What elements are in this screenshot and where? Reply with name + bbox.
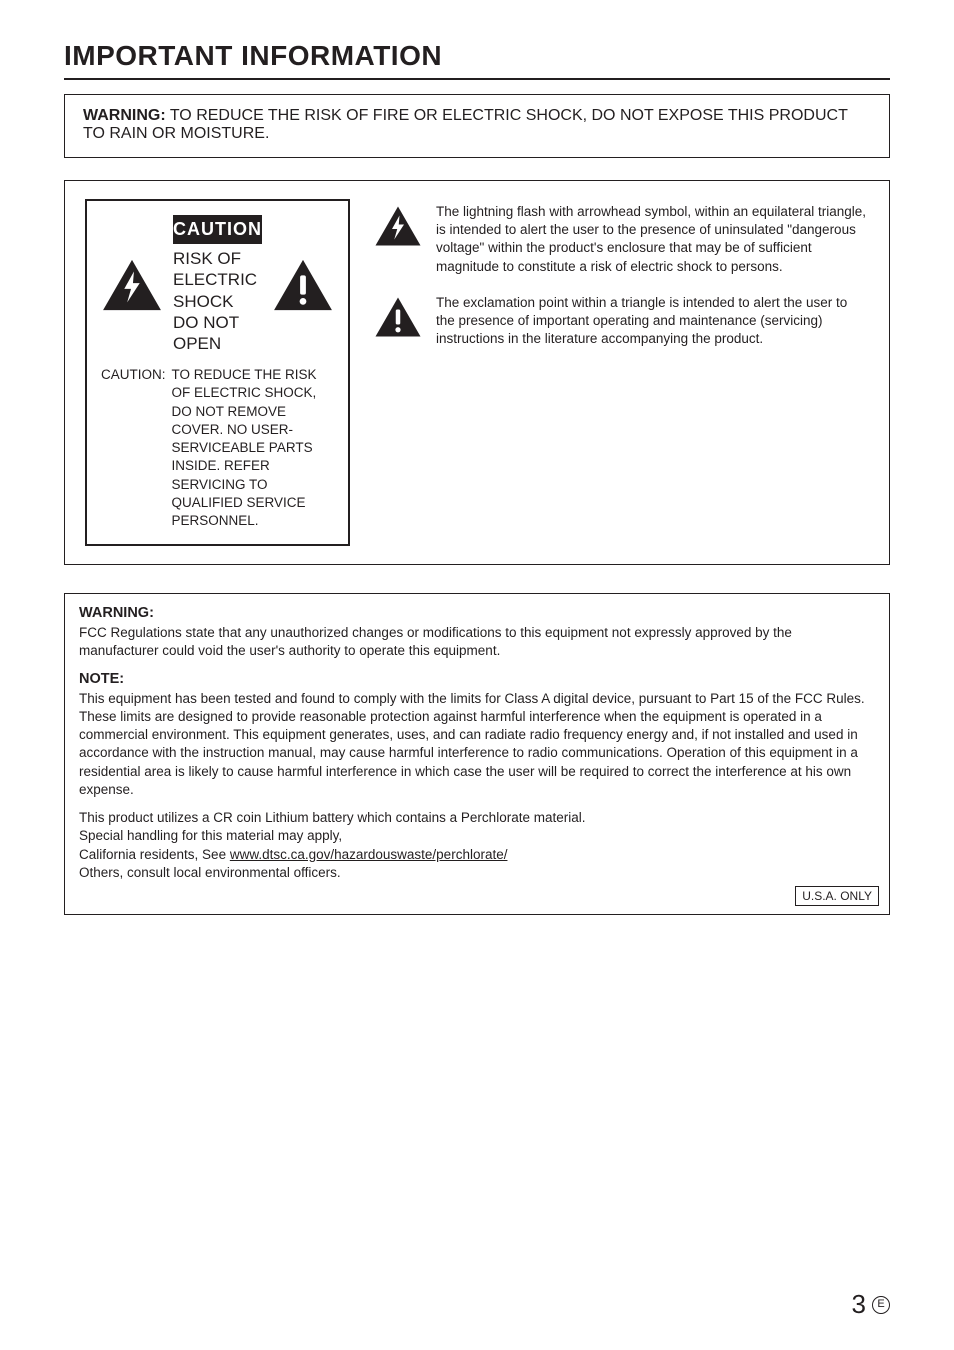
caution-row: CAUTION RISK OF ELECTRIC SHOCK DO NOT OP…: [85, 199, 869, 546]
title-rule: [64, 78, 890, 80]
usa-only-badge: U.S.A. ONLY: [795, 886, 879, 906]
caution-outer-box: CAUTION RISK OF ELECTRIC SHOCK DO NOT OP…: [64, 180, 890, 565]
caution-panel: CAUTION RISK OF ELECTRIC SHOCK DO NOT OP…: [85, 199, 350, 546]
lightning-triangle-icon: [374, 205, 422, 247]
page-number: 3: [852, 1289, 866, 1320]
perchlorate-line-4: Others, consult local environmental offi…: [79, 865, 341, 880]
fcc-warning-label: WARNING:: [79, 605, 154, 621]
caution-top: CAUTION RISK OF ELECTRIC SHOCK DO NOT OP…: [101, 215, 334, 354]
exclaim-description-row: The exclamation point within a triangle …: [374, 294, 869, 349]
perchlorate-line-3-prefix: California residents, See: [79, 847, 230, 862]
warning-label: WARNING:: [83, 107, 166, 124]
page: IMPORTANT INFORMATION WARNING: TO REDUCE…: [0, 0, 954, 1350]
language-badge: E: [872, 1296, 890, 1314]
exclaim-description: The exclamation point within a triangle …: [436, 294, 869, 349]
perchlorate-block: This product utilizes a CR coin Lithium …: [79, 809, 875, 882]
fcc-warning-text: FCC Regulations state that any unauthori…: [79, 625, 792, 658]
caution-body-label: CAUTION:: [101, 366, 172, 530]
perchlorate-line-1: This product utilizes a CR coin Lithium …: [79, 810, 585, 825]
fcc-box: WARNING: FCC Regulations state that any …: [64, 593, 890, 915]
caution-body: CAUTION: TO REDUCE THE RISK OF ELECTRIC …: [101, 366, 334, 530]
caution-body-text: TO REDUCE THE RISK OF ELECTRIC SHOCK, DO…: [172, 366, 334, 530]
caution-label-box: CAUTION RISK OF ELECTRIC SHOCK DO NOT OP…: [173, 215, 262, 354]
perchlorate-line-2: Special handling for this material may a…: [79, 828, 342, 843]
lightning-description: The lightning flash with arrowhead symbo…: [436, 203, 869, 276]
fcc-note-label: NOTE:: [79, 671, 124, 687]
warning-box: WARNING: TO REDUCE THE RISK OF FIRE OR E…: [64, 94, 890, 158]
fcc-note: NOTE: This equipment has been tested and…: [79, 670, 875, 799]
warning-text: TO REDUCE THE RISK OF FIRE OR ELECTRIC S…: [83, 107, 848, 142]
lightning-description-row: The lightning flash with arrowhead symbo…: [374, 203, 869, 276]
exclaim-triangle-icon: [374, 296, 422, 338]
caution-header: CAUTION: [173, 215, 262, 244]
lightning-triangle-icon: [101, 258, 163, 312]
exclaim-triangle-icon: [272, 258, 334, 312]
perchlorate-link[interactable]: www.dtsc.ca.gov/hazardouswaste/perchlora…: [230, 847, 508, 862]
fcc-warning: WARNING: FCC Regulations state that any …: [79, 604, 875, 660]
caution-sub: RISK OF ELECTRIC SHOCK DO NOT OPEN: [173, 248, 262, 354]
caution-right: The lightning flash with arrowhead symbo…: [374, 199, 869, 546]
fcc-note-text: This equipment has been tested and found…: [79, 691, 865, 797]
page-footer: 3 E: [852, 1289, 890, 1320]
page-title: IMPORTANT INFORMATION: [64, 40, 890, 72]
